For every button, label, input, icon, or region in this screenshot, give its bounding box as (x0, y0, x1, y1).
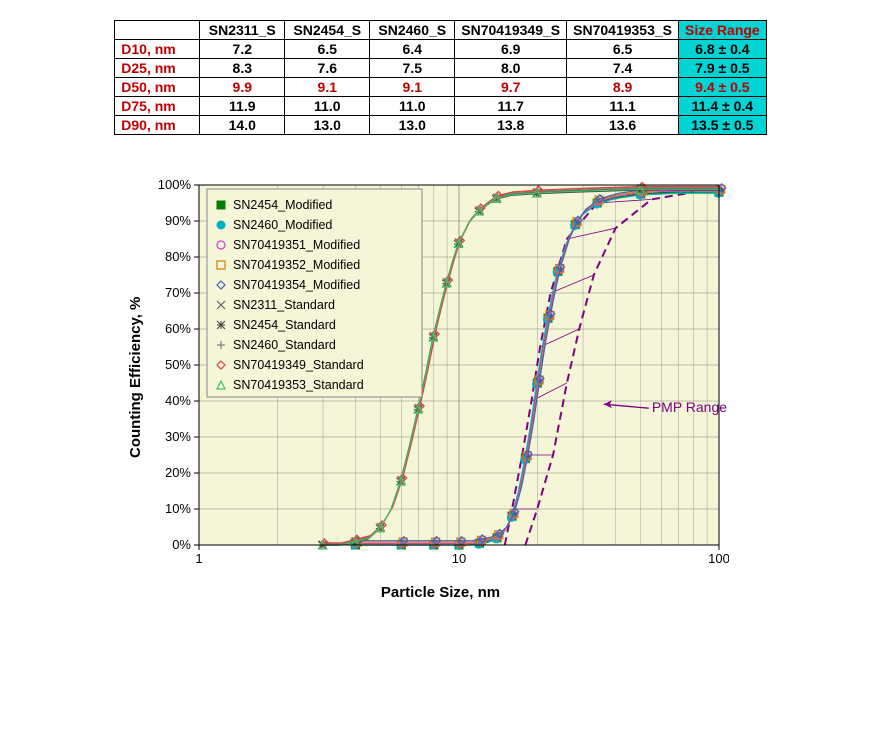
table-cell: 8.9 (567, 78, 679, 97)
legend-label: SN70419353_Standard (233, 378, 364, 392)
table-cell: 9.1 (285, 78, 370, 97)
table-range-cell: 9.4 ± 0.5 (679, 78, 767, 97)
ytick-label: 20% (164, 465, 190, 480)
ytick-label: 0% (172, 537, 191, 552)
table-cell: 11.7 (455, 97, 567, 116)
table-col-header: SN2311_S (200, 21, 285, 40)
table-cell: 13.8 (455, 116, 567, 135)
table-cell: 7.4 (567, 59, 679, 78)
table-cell: 6.5 (285, 40, 370, 59)
xtick-label: 10 (451, 551, 465, 566)
table-col-header: SN2454_S (285, 21, 370, 40)
table-cell: 8.0 (455, 59, 567, 78)
legend-item: SN2460_Modified (217, 218, 332, 232)
legend-item: SN70419354_Modified (217, 278, 360, 292)
table-cell: 13.0 (370, 116, 455, 135)
y-axis-label: Counting Efficiency, % (121, 175, 144, 580)
table-cell: 11.1 (567, 97, 679, 116)
legend-label: SN70419352_Modified (233, 258, 360, 272)
table-cell: 7.5 (370, 59, 455, 78)
legend-label: SN2454_Modified (233, 198, 332, 212)
ytick-label: 90% (164, 213, 190, 228)
legend-item: SN70419349_Standard (217, 358, 364, 372)
table-col-header: SN70419349_S (455, 21, 567, 40)
table-cell: 6.4 (370, 40, 455, 59)
xtick-label: 100 (708, 551, 729, 566)
table-cell: 7.6 (285, 59, 370, 78)
ytick-label: 100% (157, 177, 191, 192)
table-cell: 6.5 (567, 40, 679, 59)
table-row: D90, nm14.013.013.013.813.613.5 ± 0.5 (115, 116, 766, 135)
legend: SN2454_Modified SN2460_Modified SN70419351… (207, 189, 422, 397)
legend-item: SN2454_Modified (217, 198, 332, 212)
legend-item: SN2460_Standard (217, 338, 336, 352)
table-row: D25, nm8.37.67.58.07.47.9 ± 0.5 (115, 59, 766, 78)
table-cell: 8.3 (200, 59, 285, 78)
row-label: D75, nm (115, 97, 200, 116)
table-row: D10, nm7.26.56.46.96.56.8 ± 0.4 (115, 40, 766, 59)
table-range-cell: 13.5 ± 0.5 (679, 116, 767, 135)
row-label: D90, nm (115, 116, 200, 135)
ytick-label: 80% (164, 249, 190, 264)
table-cell: 9.9 (200, 78, 285, 97)
size-table: SN2311_SSN2454_SSN2460_SSN70419349_SSN70… (114, 20, 766, 135)
table-col-header: SN2460_S (370, 21, 455, 40)
pmp-annotation: PMP Range (651, 399, 726, 415)
table-corner (115, 21, 200, 40)
table-cell: 11.0 (370, 97, 455, 116)
legend-item: SN2311_Standard (217, 298, 335, 312)
legend-label: SN2311_Standard (233, 298, 335, 312)
row-label: D25, nm (115, 59, 200, 78)
table-cell: 13.0 (285, 116, 370, 135)
table-body: D10, nm7.26.56.46.96.56.8 ± 0.4D25, nm8.… (115, 40, 766, 135)
table-range-cell: 7.9 ± 0.5 (679, 59, 767, 78)
legend-label: SN70419349_Standard (233, 358, 364, 372)
table-cell: 13.6 (567, 116, 679, 135)
ytick-label: 60% (164, 321, 190, 336)
table-cell: 11.0 (285, 97, 370, 116)
table-range-cell: 6.8 ± 0.4 (679, 40, 767, 59)
row-label: D50, nm (115, 78, 200, 97)
table-col-header: SN70419353_S (567, 21, 679, 40)
table-header-row: SN2311_SSN2454_SSN2460_SSN70419349_SSN70… (115, 21, 766, 40)
table-cell: 6.9 (455, 40, 567, 59)
row-label: D10, nm (115, 40, 200, 59)
ytick-label: 30% (164, 429, 190, 444)
table-cell: 9.1 (370, 78, 455, 97)
legend-item: SN70419352_Modified (217, 258, 360, 272)
legend-label: SN2460_Standard (233, 338, 336, 352)
ytick-label: 70% (164, 285, 190, 300)
table-cell: 7.2 (200, 40, 285, 59)
legend-item: SN2454_Standard (217, 318, 336, 332)
table-range-cell: 11.4 ± 0.4 (679, 97, 767, 116)
ytick-label: 40% (164, 393, 190, 408)
table-cell: 9.7 (455, 78, 567, 97)
chart-container: Counting Efficiency, % 0% 10% 20% 30% 40% 50%… (121, 175, 761, 601)
ytick-label: 50% (164, 357, 190, 372)
table-row: D75, nm11.911.011.011.711.111.4 ± 0.4 (115, 97, 766, 116)
x-axis-label: Particle Size, nm (121, 584, 761, 601)
efficiency-chart: 0% 10% 20% 30% 40% 50% 60% 70% 80% 90% 100% 1 10 100 P… (144, 175, 729, 580)
legend-label: SN2460_Modified (233, 218, 332, 232)
legend-item: SN70419353_Standard (217, 378, 364, 392)
legend-label: SN70419351_Modified (233, 238, 360, 252)
legend-label: SN2454_Standard (233, 318, 336, 332)
ytick-label: 10% (164, 501, 190, 516)
xtick-label: 1 (195, 551, 202, 566)
table-row: D50, nm9.99.19.19.78.99.4 ± 0.5 (115, 78, 766, 97)
table-cell: 11.9 (200, 97, 285, 116)
legend-item: SN70419351_Modified (217, 238, 360, 252)
legend-label: SN70419354_Modified (233, 278, 360, 292)
table-range-header: Size Range (679, 21, 767, 40)
table-cell: 14.0 (200, 116, 285, 135)
